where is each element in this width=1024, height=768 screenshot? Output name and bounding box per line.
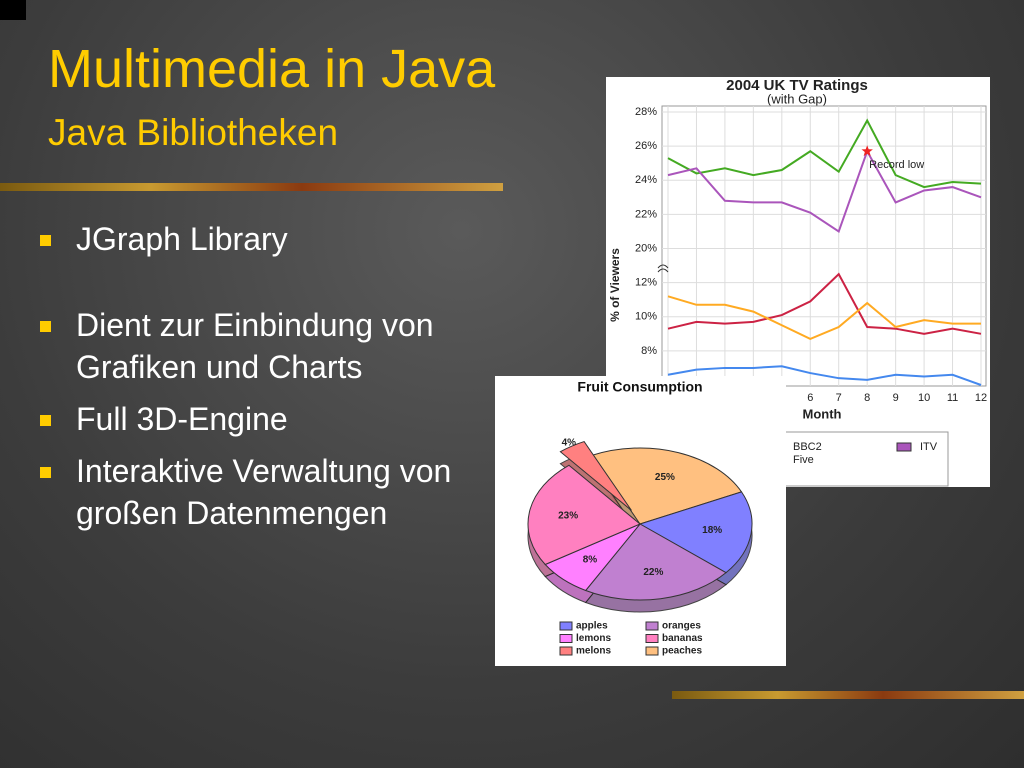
decor-bar [0,183,503,191]
x-tick-label: 11 [947,392,958,404]
chart-subtitle: (with Gap) [767,91,827,106]
legend-label: melons [576,646,611,657]
x-tick-label: 9 [893,392,899,404]
slice [638,491,753,574]
annotation-marker [861,145,873,157]
plot-frame [661,105,987,387]
x-tick-label: 6 [807,392,813,404]
line-series [667,272,982,335]
slice-label: 25% [655,472,675,483]
y-tick-label: 12% [635,277,657,289]
line-series [667,118,982,189]
legend-label: apples [576,621,608,632]
bullet: Full 3D-Engine [38,398,468,440]
slide-subtitle: Java Bibliotheken [48,112,339,153]
slice [559,440,632,511]
slice-label: 22% [643,567,663,578]
legend-swatch [645,621,659,631]
legend-label: peaches [662,646,702,657]
line-series [667,365,982,386]
legend-label: oranges [662,621,701,632]
x-tick-label: 7 [836,392,842,404]
chart-title: 2004 UK TV Ratings [726,77,868,94]
axis-break [657,264,669,273]
y-tick-label: 10% [635,311,657,323]
annotation: Record low [869,159,924,171]
slice-label: 8% [583,555,598,566]
slice [584,523,727,601]
y-tick-label: 20% [635,242,657,254]
legend-swatch [559,634,573,643]
bullet: Dient zur Einbindung von Grafiken und Ch… [38,304,468,388]
slice [591,447,743,525]
y-tick-label: 24% [635,174,657,186]
legend-swatch [559,621,573,631]
y-axis-label: % of Viewers [608,248,622,322]
legend-label: bananas [662,633,703,644]
legend-label: BBC2 [793,441,822,453]
legend-label: Five [793,454,814,466]
pie-chart: DEMOFruit Consumption25%18%22%8%23%4%app… [495,376,786,666]
legend-label: lemons [576,633,611,644]
x-tick-label: 10 [918,392,930,404]
y-tick-label: 26% [635,140,657,152]
y-tick-label: 22% [635,208,657,220]
x-tick-label: 12 [975,392,987,404]
line-series [667,148,982,233]
legend-swatch [896,442,912,452]
decor-bar [672,691,1024,699]
slice-label: 18% [702,525,722,536]
legend-swatch [559,646,573,656]
bullet: JGraph Library [38,218,468,260]
legend-label: ITV [920,441,938,453]
legend-swatch [645,634,659,643]
legend-swatch [645,646,659,656]
corner [0,0,26,20]
bullet-list: JGraph Library Dient zur Einbindung von … [38,218,468,544]
slide-title: Multimedia in Java [48,39,496,99]
slice-label: 4% [562,438,577,449]
slice [527,464,641,566]
x-tick-label: 8 [864,392,870,404]
y-tick-label: 28% [635,106,657,118]
line-series [667,295,981,341]
x-axis-label: Month [803,406,842,421]
y-tick-label: 8% [641,345,657,357]
legend-box [777,431,949,487]
chart-title: Fruit Consumption [577,379,702,395]
bullet: Interaktive Verwaltung von großen Datenm… [38,450,468,534]
slice-label: 23% [558,511,578,522]
